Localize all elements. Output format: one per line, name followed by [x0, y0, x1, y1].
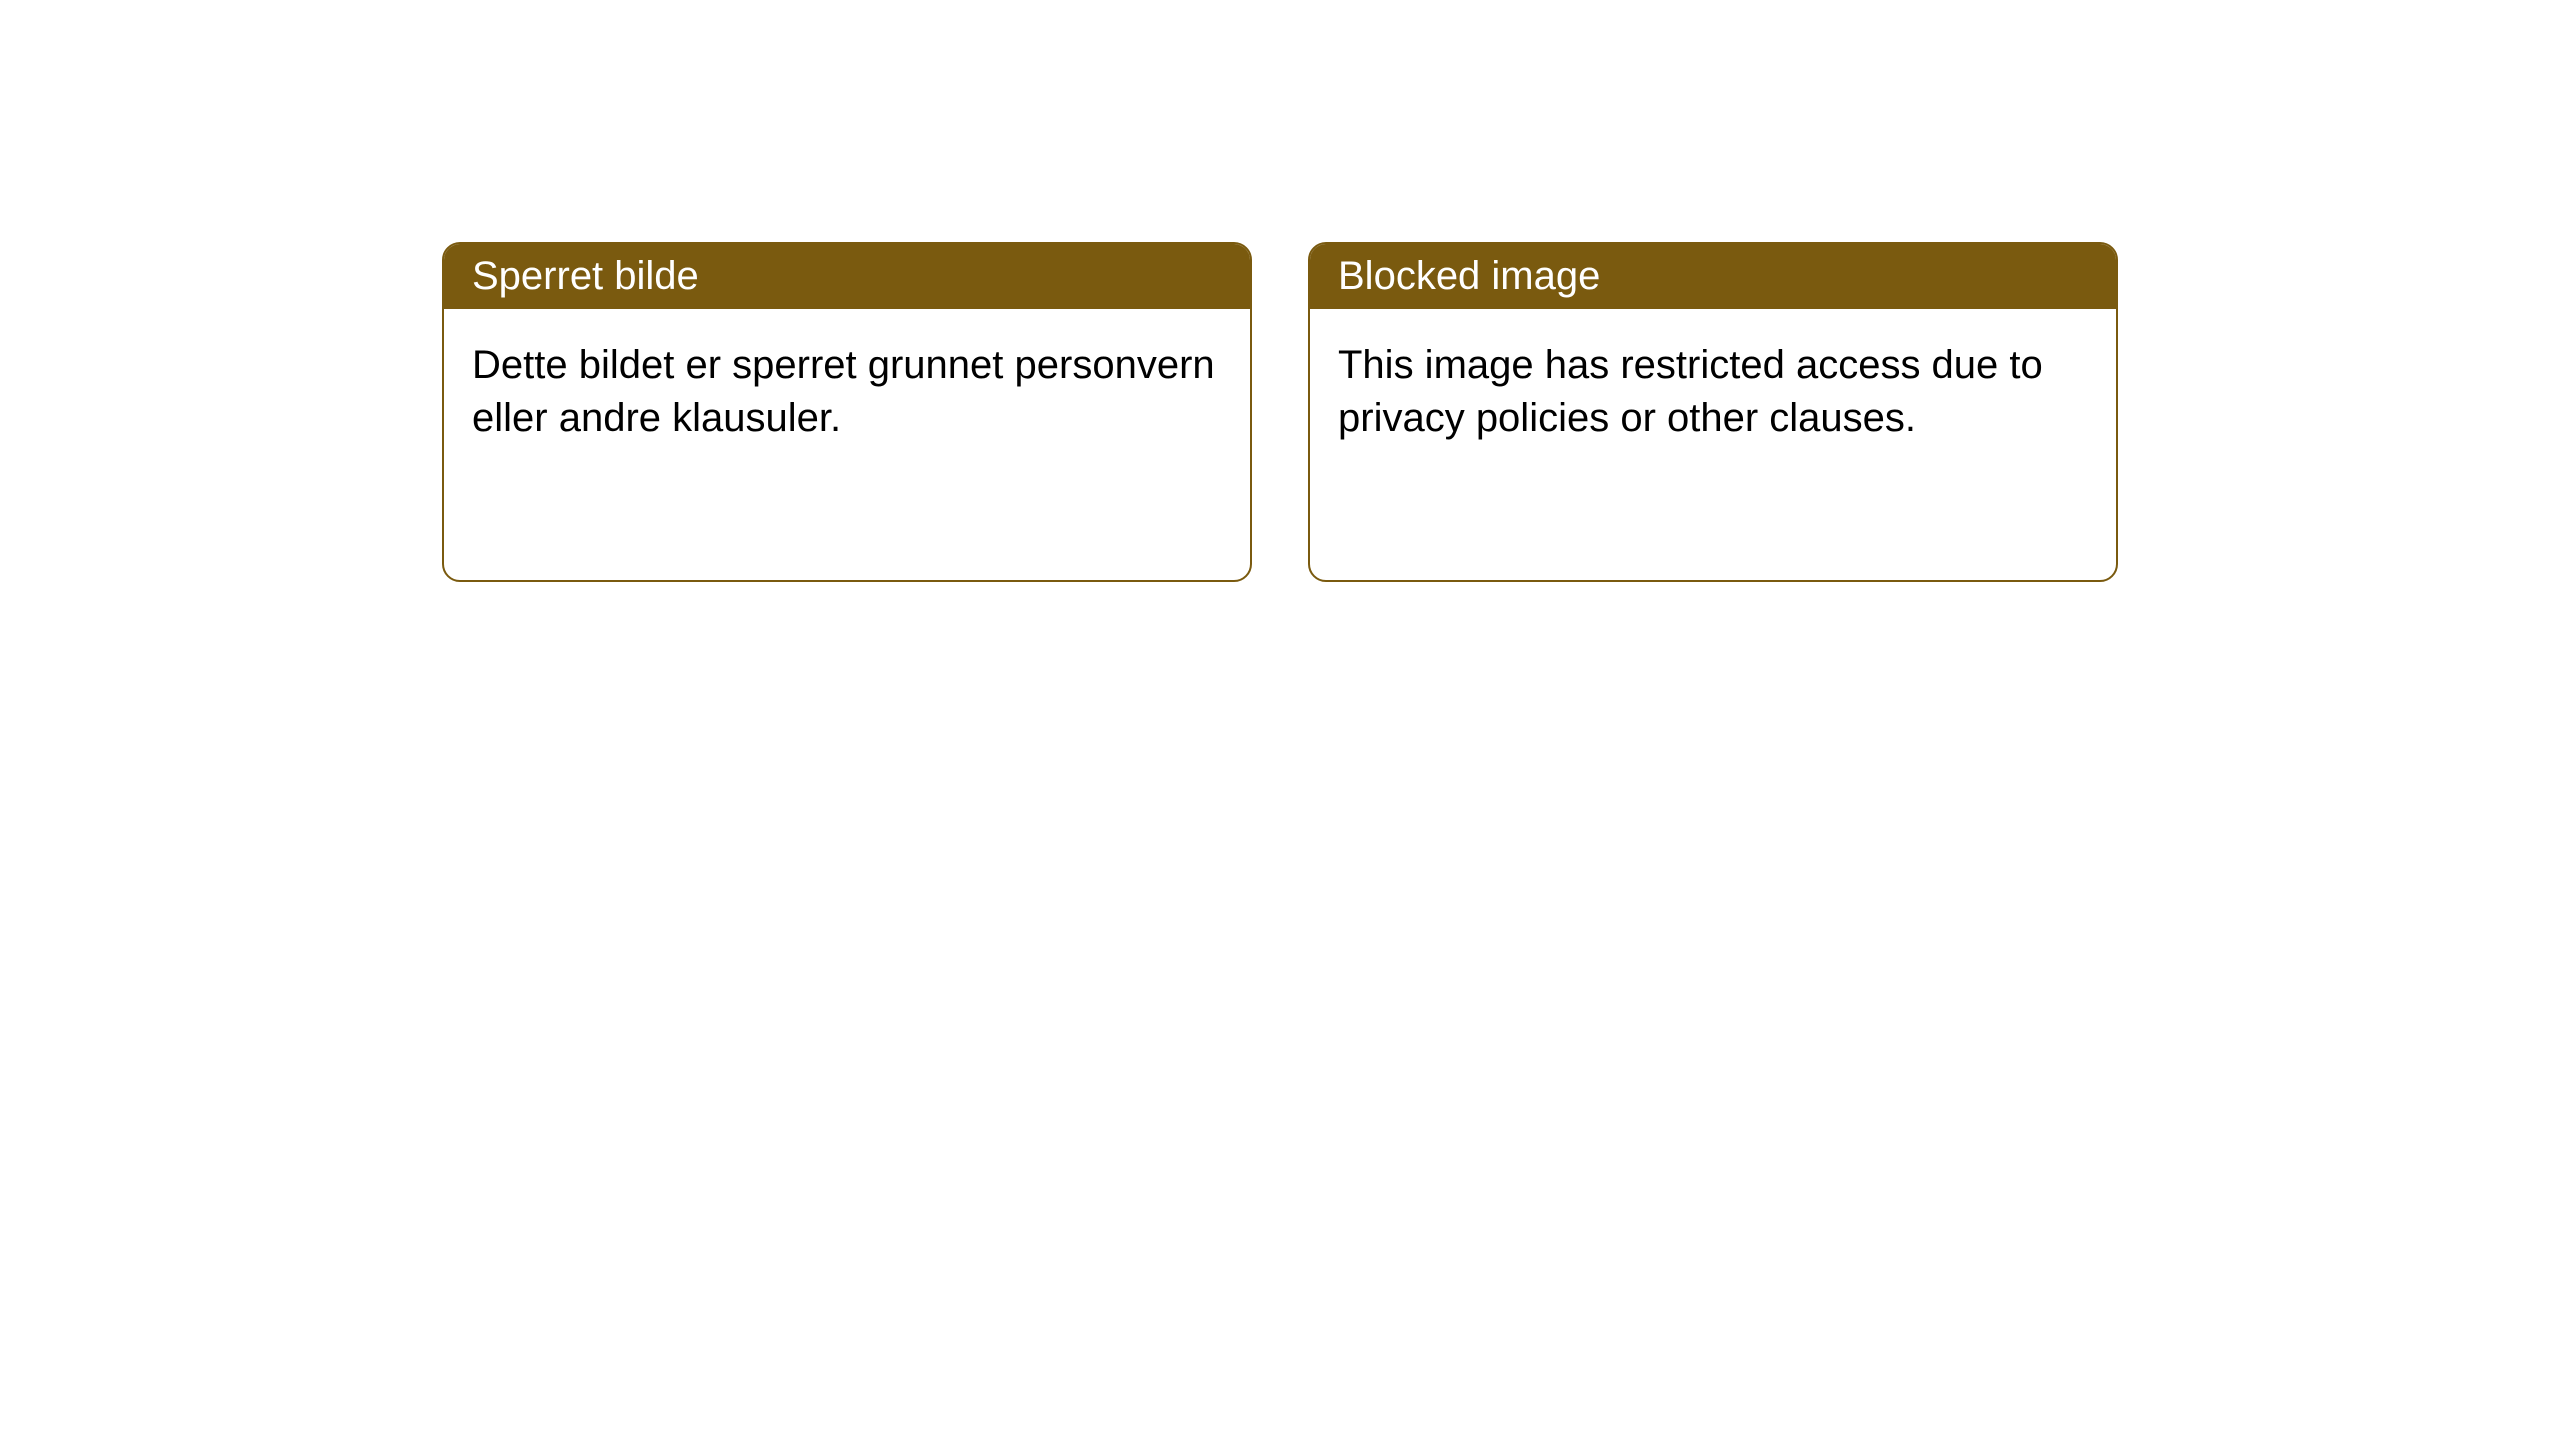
notice-title-english: Blocked image — [1310, 244, 2116, 309]
notice-container: Sperret bilde Dette bildet er sperret gr… — [442, 242, 2118, 582]
notice-card-norwegian: Sperret bilde Dette bildet er sperret gr… — [442, 242, 1252, 582]
notice-title-norwegian: Sperret bilde — [444, 244, 1250, 309]
notice-card-english: Blocked image This image has restricted … — [1308, 242, 2118, 582]
notice-body-english: This image has restricted access due to … — [1310, 309, 2116, 475]
notice-body-norwegian: Dette bildet er sperret grunnet personve… — [444, 309, 1250, 475]
